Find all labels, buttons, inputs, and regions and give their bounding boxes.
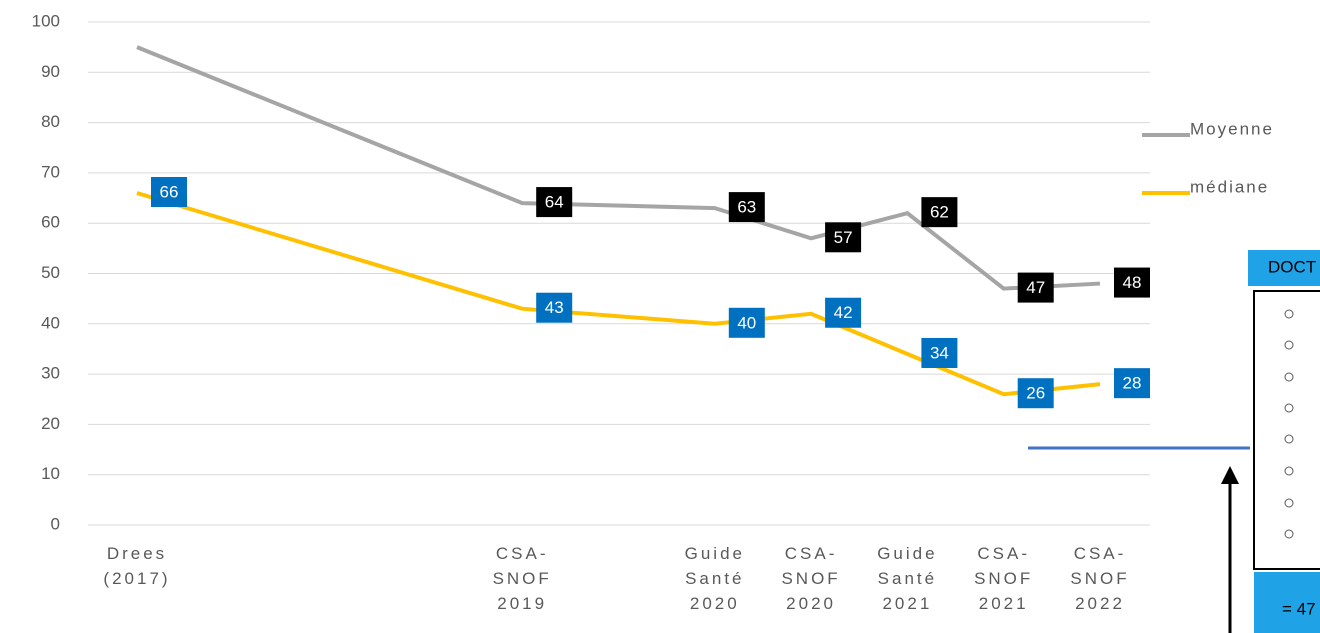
arrow-head: [1221, 466, 1239, 484]
data-label-box: [1017, 272, 1054, 303]
data-label-box: [825, 297, 862, 328]
x-tick-label: Guide Santé 2020: [684, 544, 745, 613]
data-label-box: [1114, 368, 1150, 399]
data-label: 40: [737, 313, 756, 332]
data-label-box: [151, 177, 187, 208]
legend-label: médiane: [1190, 177, 1269, 196]
data-label: 47: [1026, 278, 1045, 297]
x-tick-label: CSA-SNOF 2020: [781, 544, 841, 613]
data-label-box: [728, 307, 765, 338]
data-label: 26: [1026, 384, 1045, 403]
series-line: [136, 191, 1101, 397]
data-label: 28: [1123, 374, 1142, 393]
data-label-box: [536, 292, 573, 323]
y-tick-label: 20: [41, 414, 60, 433]
y-tick-label: 60: [41, 213, 60, 232]
data-label: 42: [834, 303, 853, 322]
y-tick-label: 80: [41, 112, 60, 131]
data-label-box: [921, 337, 958, 368]
data-label-box: [1114, 267, 1150, 298]
panel-title-box: [1248, 250, 1320, 286]
y-tick-label: 70: [41, 162, 60, 181]
y-tick-label: 10: [41, 464, 60, 483]
data-label: 34: [930, 343, 949, 362]
data-label: 57: [834, 228, 853, 247]
panel-result: = 47: [1282, 599, 1316, 618]
y-tick-label: 30: [41, 364, 60, 383]
data-label: 66: [160, 183, 179, 202]
bullets: [1284, 309, 1294, 539]
series-line: [136, 45, 1101, 291]
y-tick-label: 0: [51, 514, 60, 533]
data-label: 43: [545, 298, 564, 317]
y-tick-label: 40: [41, 313, 60, 332]
y-tick-label: 50: [41, 263, 60, 282]
y-tick-label: 90: [41, 62, 60, 81]
data-label-box: [825, 222, 862, 253]
x-tick-label: Guide Santé 2021: [877, 544, 938, 613]
y-tick-label: 100: [32, 11, 60, 30]
data-label: 48: [1123, 273, 1142, 292]
data-label: 63: [737, 198, 756, 217]
x-tick-label: Drees (2017): [103, 544, 171, 588]
data-label-box: [536, 187, 573, 218]
x-tick-label: CSA-SNOF 2021: [974, 544, 1034, 613]
data-label-box: [1017, 378, 1054, 409]
x-tick-label: CSA-SNOF 2019: [492, 544, 552, 613]
panel-result-box: [1254, 572, 1320, 633]
data-label-box: [921, 197, 958, 228]
panel-title: DOCT: [1268, 257, 1316, 276]
data-label-box: [728, 192, 765, 223]
legend-label: Moyenne: [1190, 119, 1274, 138]
x-tick-label: CSA-SNOF 2022: [1070, 544, 1130, 613]
data-label: 62: [930, 203, 949, 222]
data-label: 64: [545, 193, 564, 212]
panel-box: [1253, 290, 1320, 570]
